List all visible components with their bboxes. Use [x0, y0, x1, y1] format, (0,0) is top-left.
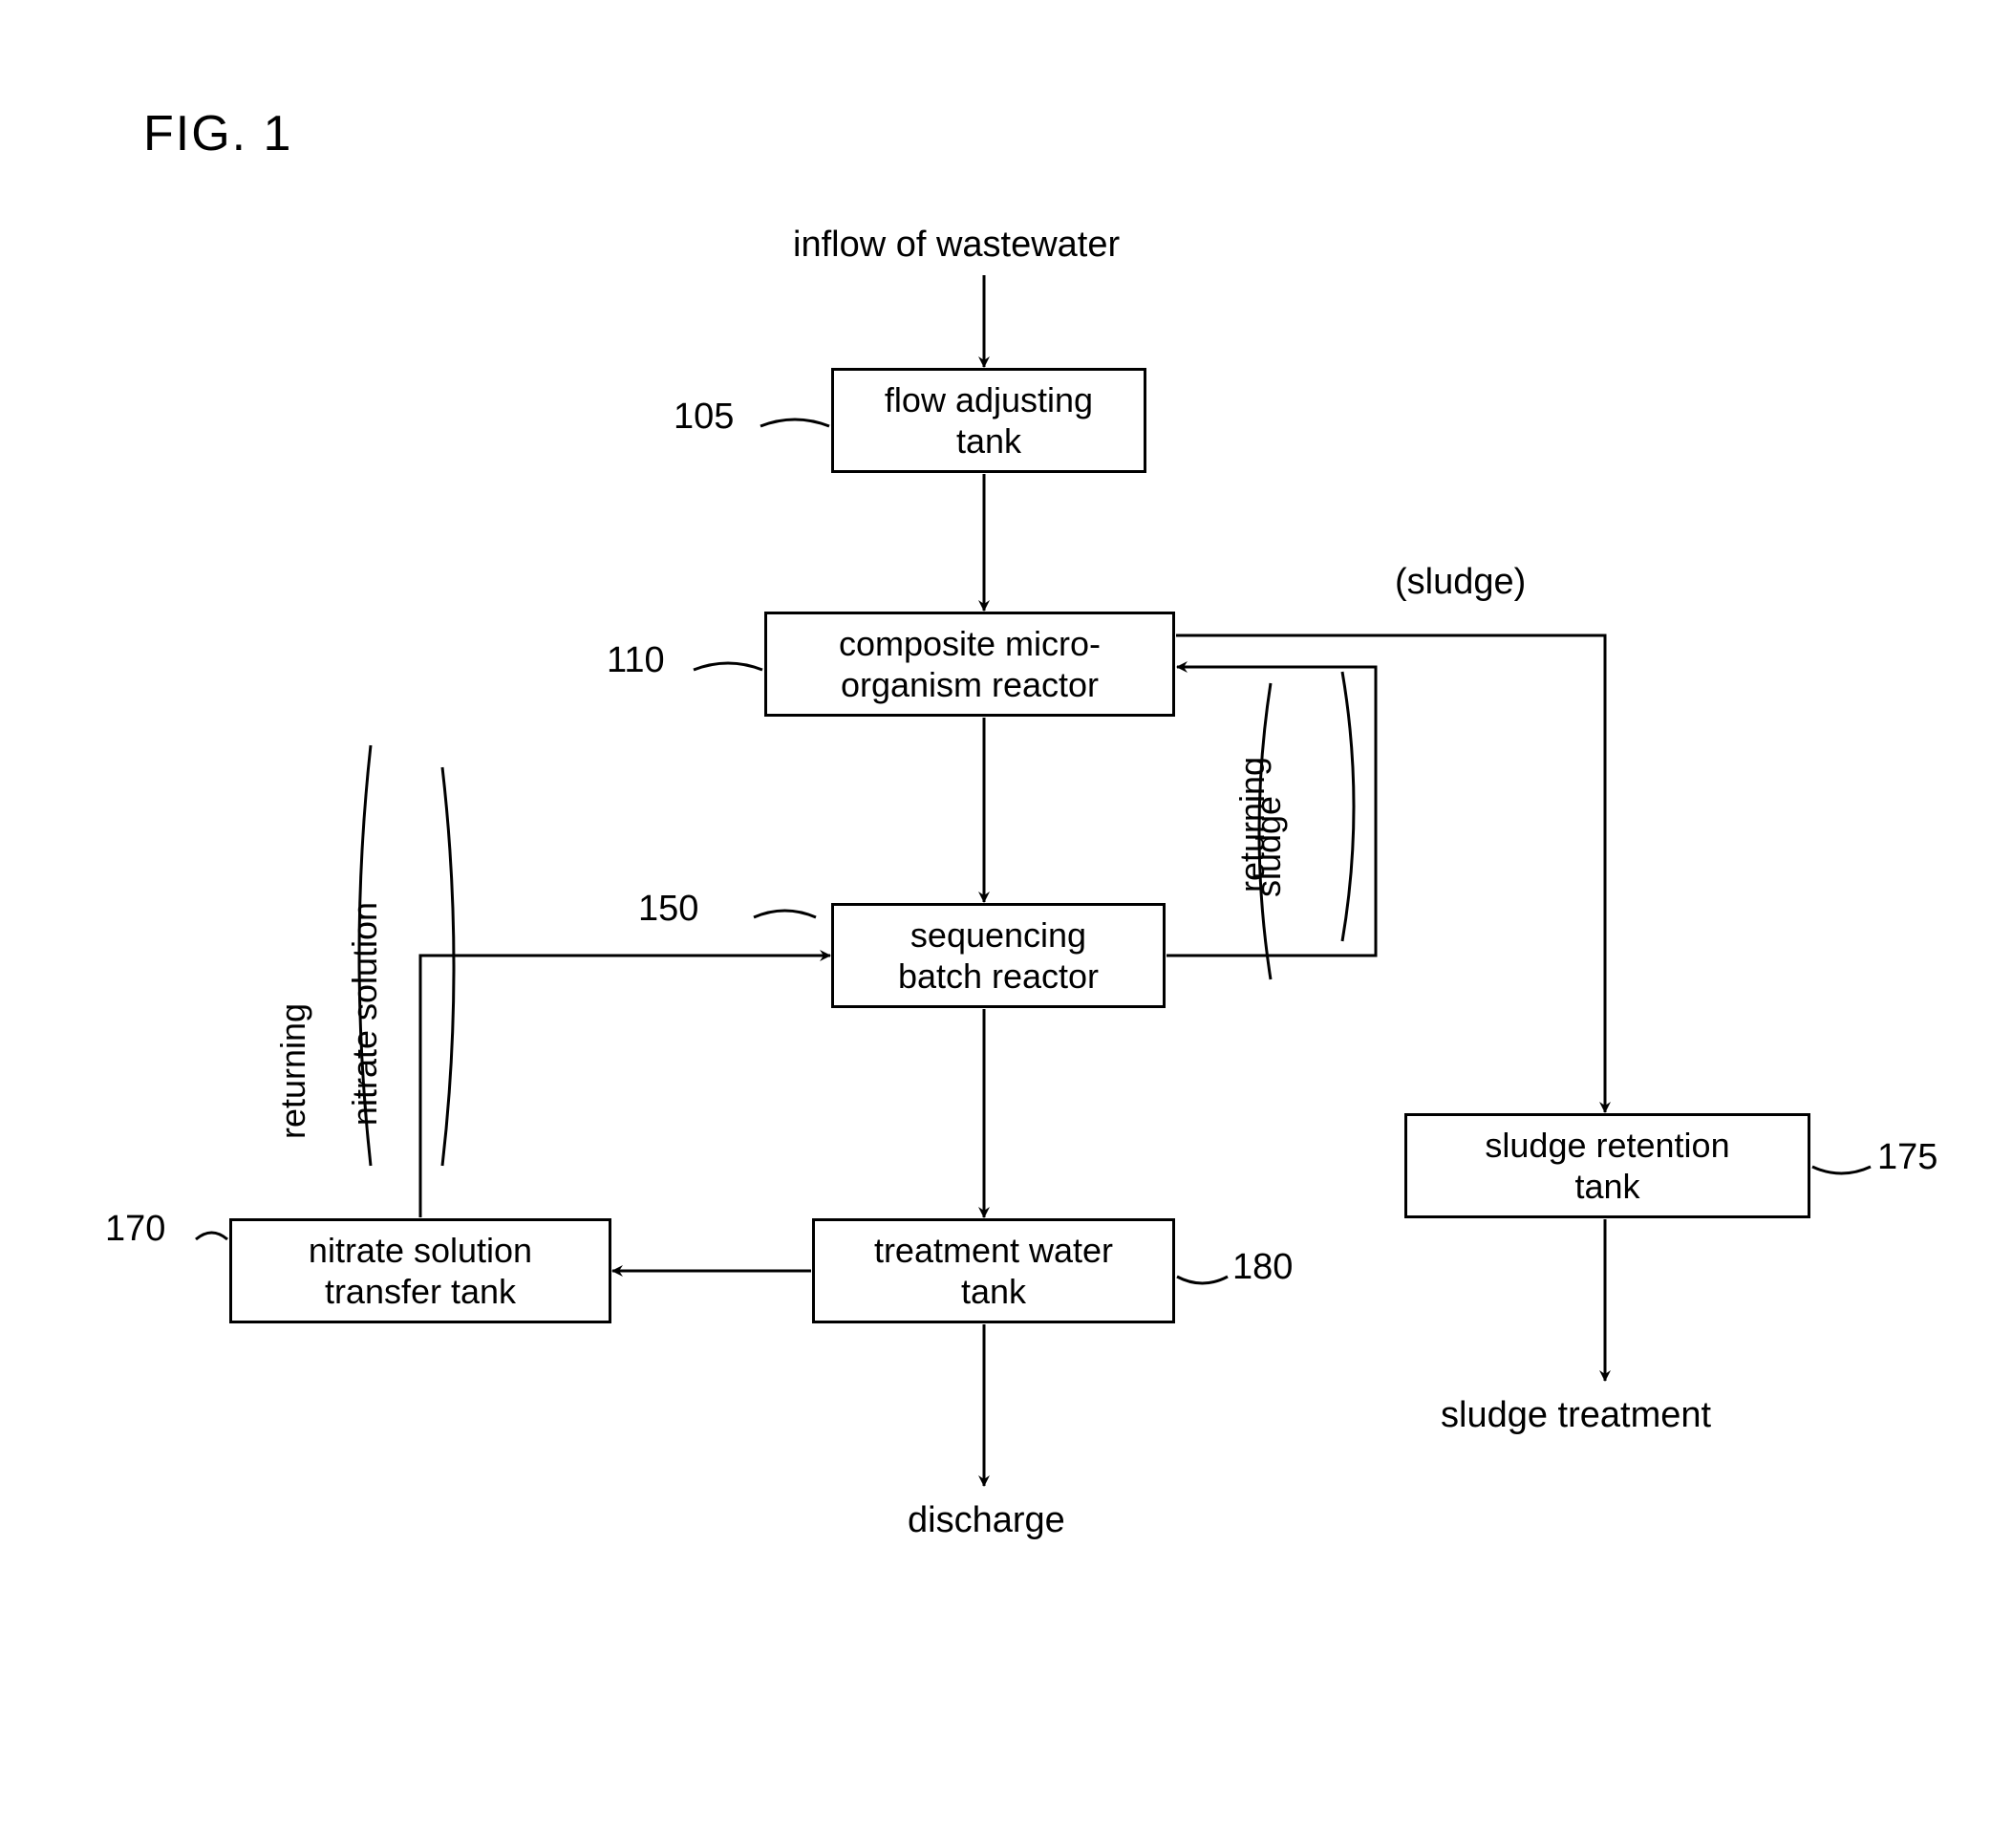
node-n105: flow adjustingtank [831, 368, 1146, 473]
ref-n105: 105 [674, 397, 734, 438]
leader-3 [196, 1233, 227, 1239]
node-n110: composite micro-organism reactor [764, 612, 1175, 717]
label-discharge: discharge [908, 1500, 1065, 1541]
ref-n170: 170 [105, 1209, 165, 1250]
label-sludge_top: (sludge) [1395, 562, 1526, 603]
node-n150: sequencingbatch reactor [831, 903, 1166, 1008]
vlabel-nitrate_return_b: returning [273, 1003, 313, 1139]
leader-1 [694, 663, 762, 670]
leader-4 [1177, 1277, 1228, 1283]
leader-5 [1812, 1167, 1871, 1173]
leader-0 [760, 419, 829, 426]
label-sludge_treatment: sludge treatment [1441, 1395, 1711, 1436]
paren-3 [1342, 672, 1354, 941]
vlabel-nitrate_return_a: nitrate solution [345, 902, 385, 1126]
node-n175: sludge retentiontank [1404, 1113, 1810, 1218]
leader-2 [754, 911, 816, 917]
ref-n150: 150 [638, 889, 698, 930]
arrow-6 [420, 956, 830, 1217]
node-n170: nitrate solutiontransfer tank [229, 1218, 611, 1323]
node-n180: treatment watertank [812, 1218, 1175, 1323]
label-inflow: inflow of wastewater [793, 225, 1120, 266]
paren-1 [442, 767, 454, 1166]
ref-n175: 175 [1877, 1137, 1937, 1178]
figure-title: FIG. 1 [143, 105, 292, 162]
vlabel-sludge_return_b: returning [1232, 757, 1273, 892]
ref-n110: 110 [607, 640, 665, 681]
ref-n180: 180 [1232, 1247, 1293, 1288]
